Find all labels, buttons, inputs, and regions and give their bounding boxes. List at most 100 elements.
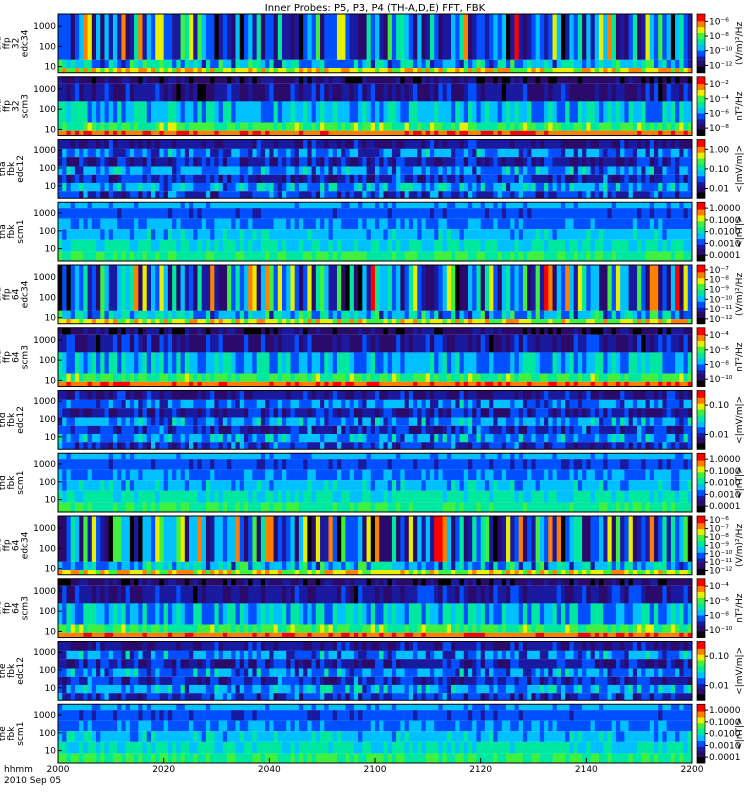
spectrogram-cell bbox=[560, 390, 566, 400]
spectrogram-cell bbox=[603, 334, 608, 353]
spectrogram-cell bbox=[108, 208, 114, 219]
spectrogram-cell bbox=[167, 76, 173, 84]
spectrogram-cell bbox=[560, 122, 566, 131]
spectrogram-cell bbox=[218, 399, 224, 409]
colorbar-segment bbox=[697, 211, 705, 213]
spectrogram-cell bbox=[159, 14, 165, 60]
spectrogram-cell bbox=[429, 208, 435, 219]
spectrogram-cell bbox=[252, 130, 258, 136]
spectrogram-cell bbox=[552, 148, 558, 158]
spectrogram-cell bbox=[527, 174, 532, 183]
spectrogram-cell bbox=[362, 76, 367, 84]
spectrogram-cell bbox=[645, 390, 651, 400]
spectrogram-cell bbox=[455, 229, 460, 240]
spectrogram-cell bbox=[159, 148, 165, 158]
spectrogram-cell bbox=[666, 334, 672, 353]
spectrogram-cell bbox=[417, 59, 422, 69]
spectrogram-cell bbox=[544, 399, 549, 409]
spectrogram-cell bbox=[176, 157, 181, 167]
spectrogram-cell bbox=[273, 174, 279, 183]
spectrogram-cell bbox=[298, 208, 304, 219]
spectrogram-cell bbox=[670, 76, 676, 84]
spectrogram-cell bbox=[637, 229, 642, 240]
spectrogram-cell bbox=[391, 182, 397, 192]
spectrogram-cell bbox=[214, 239, 220, 252]
spectrogram-cell bbox=[243, 390, 249, 400]
spectrogram-cell bbox=[201, 174, 207, 183]
spectrogram-cell bbox=[345, 229, 351, 240]
spectrogram-cell bbox=[658, 59, 663, 69]
spectrogram-cell bbox=[349, 327, 355, 335]
spectrogram-cell bbox=[273, 14, 279, 60]
spectrogram-cell bbox=[611, 208, 617, 219]
spectrogram-cell bbox=[328, 319, 334, 324]
spectrogram-cell bbox=[201, 208, 207, 219]
spectrogram-cell bbox=[176, 59, 181, 69]
colorbar-segment bbox=[697, 182, 705, 184]
spectrogram-cell bbox=[345, 68, 351, 73]
spectrogram-cell bbox=[484, 218, 490, 230]
spectrogram-cell bbox=[484, 59, 490, 69]
spectrogram-cell bbox=[311, 59, 317, 69]
spectrogram-cell bbox=[134, 399, 139, 409]
spectrogram-cell bbox=[79, 59, 84, 69]
spectrogram-cell bbox=[527, 310, 532, 320]
spectrogram-cell bbox=[265, 14, 270, 60]
spectrogram-cell bbox=[645, 101, 651, 123]
spectrogram-cell bbox=[320, 157, 325, 167]
spectrogram-cell bbox=[298, 399, 304, 409]
spectrogram-cell bbox=[683, 373, 689, 382]
spectrogram-cell bbox=[590, 352, 596, 374]
spectrogram-cell bbox=[176, 319, 181, 324]
colorbar-segment bbox=[697, 329, 705, 332]
spectrogram-cell bbox=[201, 202, 207, 209]
spectrogram-cell bbox=[413, 327, 418, 335]
spectrogram-cell bbox=[455, 148, 460, 158]
spectrogram-cell bbox=[582, 327, 587, 335]
spectrogram-cell bbox=[286, 182, 291, 192]
spectrogram-cell bbox=[307, 208, 312, 219]
spectrogram-cell bbox=[205, 14, 211, 60]
spectrogram-cell bbox=[108, 122, 114, 131]
spectrogram-cell bbox=[548, 208, 553, 219]
spectrogram-cell bbox=[210, 399, 215, 409]
spectrogram-cell bbox=[227, 130, 232, 136]
spectrogram-cell bbox=[675, 76, 680, 84]
spectrogram-cell bbox=[590, 334, 596, 353]
spectrogram-cell bbox=[658, 381, 663, 387]
spectrogram-cell bbox=[112, 191, 118, 199]
spectrogram-cell bbox=[565, 334, 570, 353]
spectrogram-cell bbox=[658, 310, 663, 320]
spectrogram-cell bbox=[197, 166, 203, 175]
spectrogram-cell bbox=[121, 83, 127, 102]
spectrogram-cell bbox=[117, 390, 122, 400]
spectrogram-cell bbox=[256, 14, 262, 60]
spectrogram-cell bbox=[155, 327, 160, 335]
spectrogram-cell bbox=[628, 251, 634, 261]
spectrogram-cell bbox=[294, 68, 300, 73]
spectrogram-cell bbox=[632, 202, 638, 209]
spectrogram-cell bbox=[510, 139, 515, 149]
spectrogram-cell bbox=[518, 381, 524, 387]
spectrogram-cell bbox=[353, 191, 359, 199]
spectrogram-cell bbox=[66, 122, 72, 131]
spectrogram-cell bbox=[531, 166, 537, 175]
spectrogram-cell bbox=[150, 166, 156, 175]
spectrogram-cell bbox=[670, 83, 676, 102]
spectrogram-cell bbox=[497, 327, 503, 335]
spectrogram-cell bbox=[632, 334, 638, 353]
spectrogram-cell bbox=[645, 319, 651, 324]
spectrogram-cell bbox=[324, 390, 329, 400]
spectrogram-cell bbox=[273, 182, 279, 192]
spectrogram-cell bbox=[417, 122, 422, 131]
panel-label: thafbkedc12 bbox=[0, 155, 26, 183]
spectrogram-cell bbox=[599, 202, 604, 209]
spectrogram-cell bbox=[628, 352, 634, 374]
spectrogram-cell bbox=[96, 202, 101, 209]
spectrogram-cell bbox=[83, 229, 88, 240]
y-tick-label: 1000 bbox=[33, 209, 56, 219]
spectrogram-cell bbox=[670, 191, 676, 199]
spectrogram-cell bbox=[560, 352, 566, 374]
spectrogram-cell bbox=[70, 334, 76, 353]
